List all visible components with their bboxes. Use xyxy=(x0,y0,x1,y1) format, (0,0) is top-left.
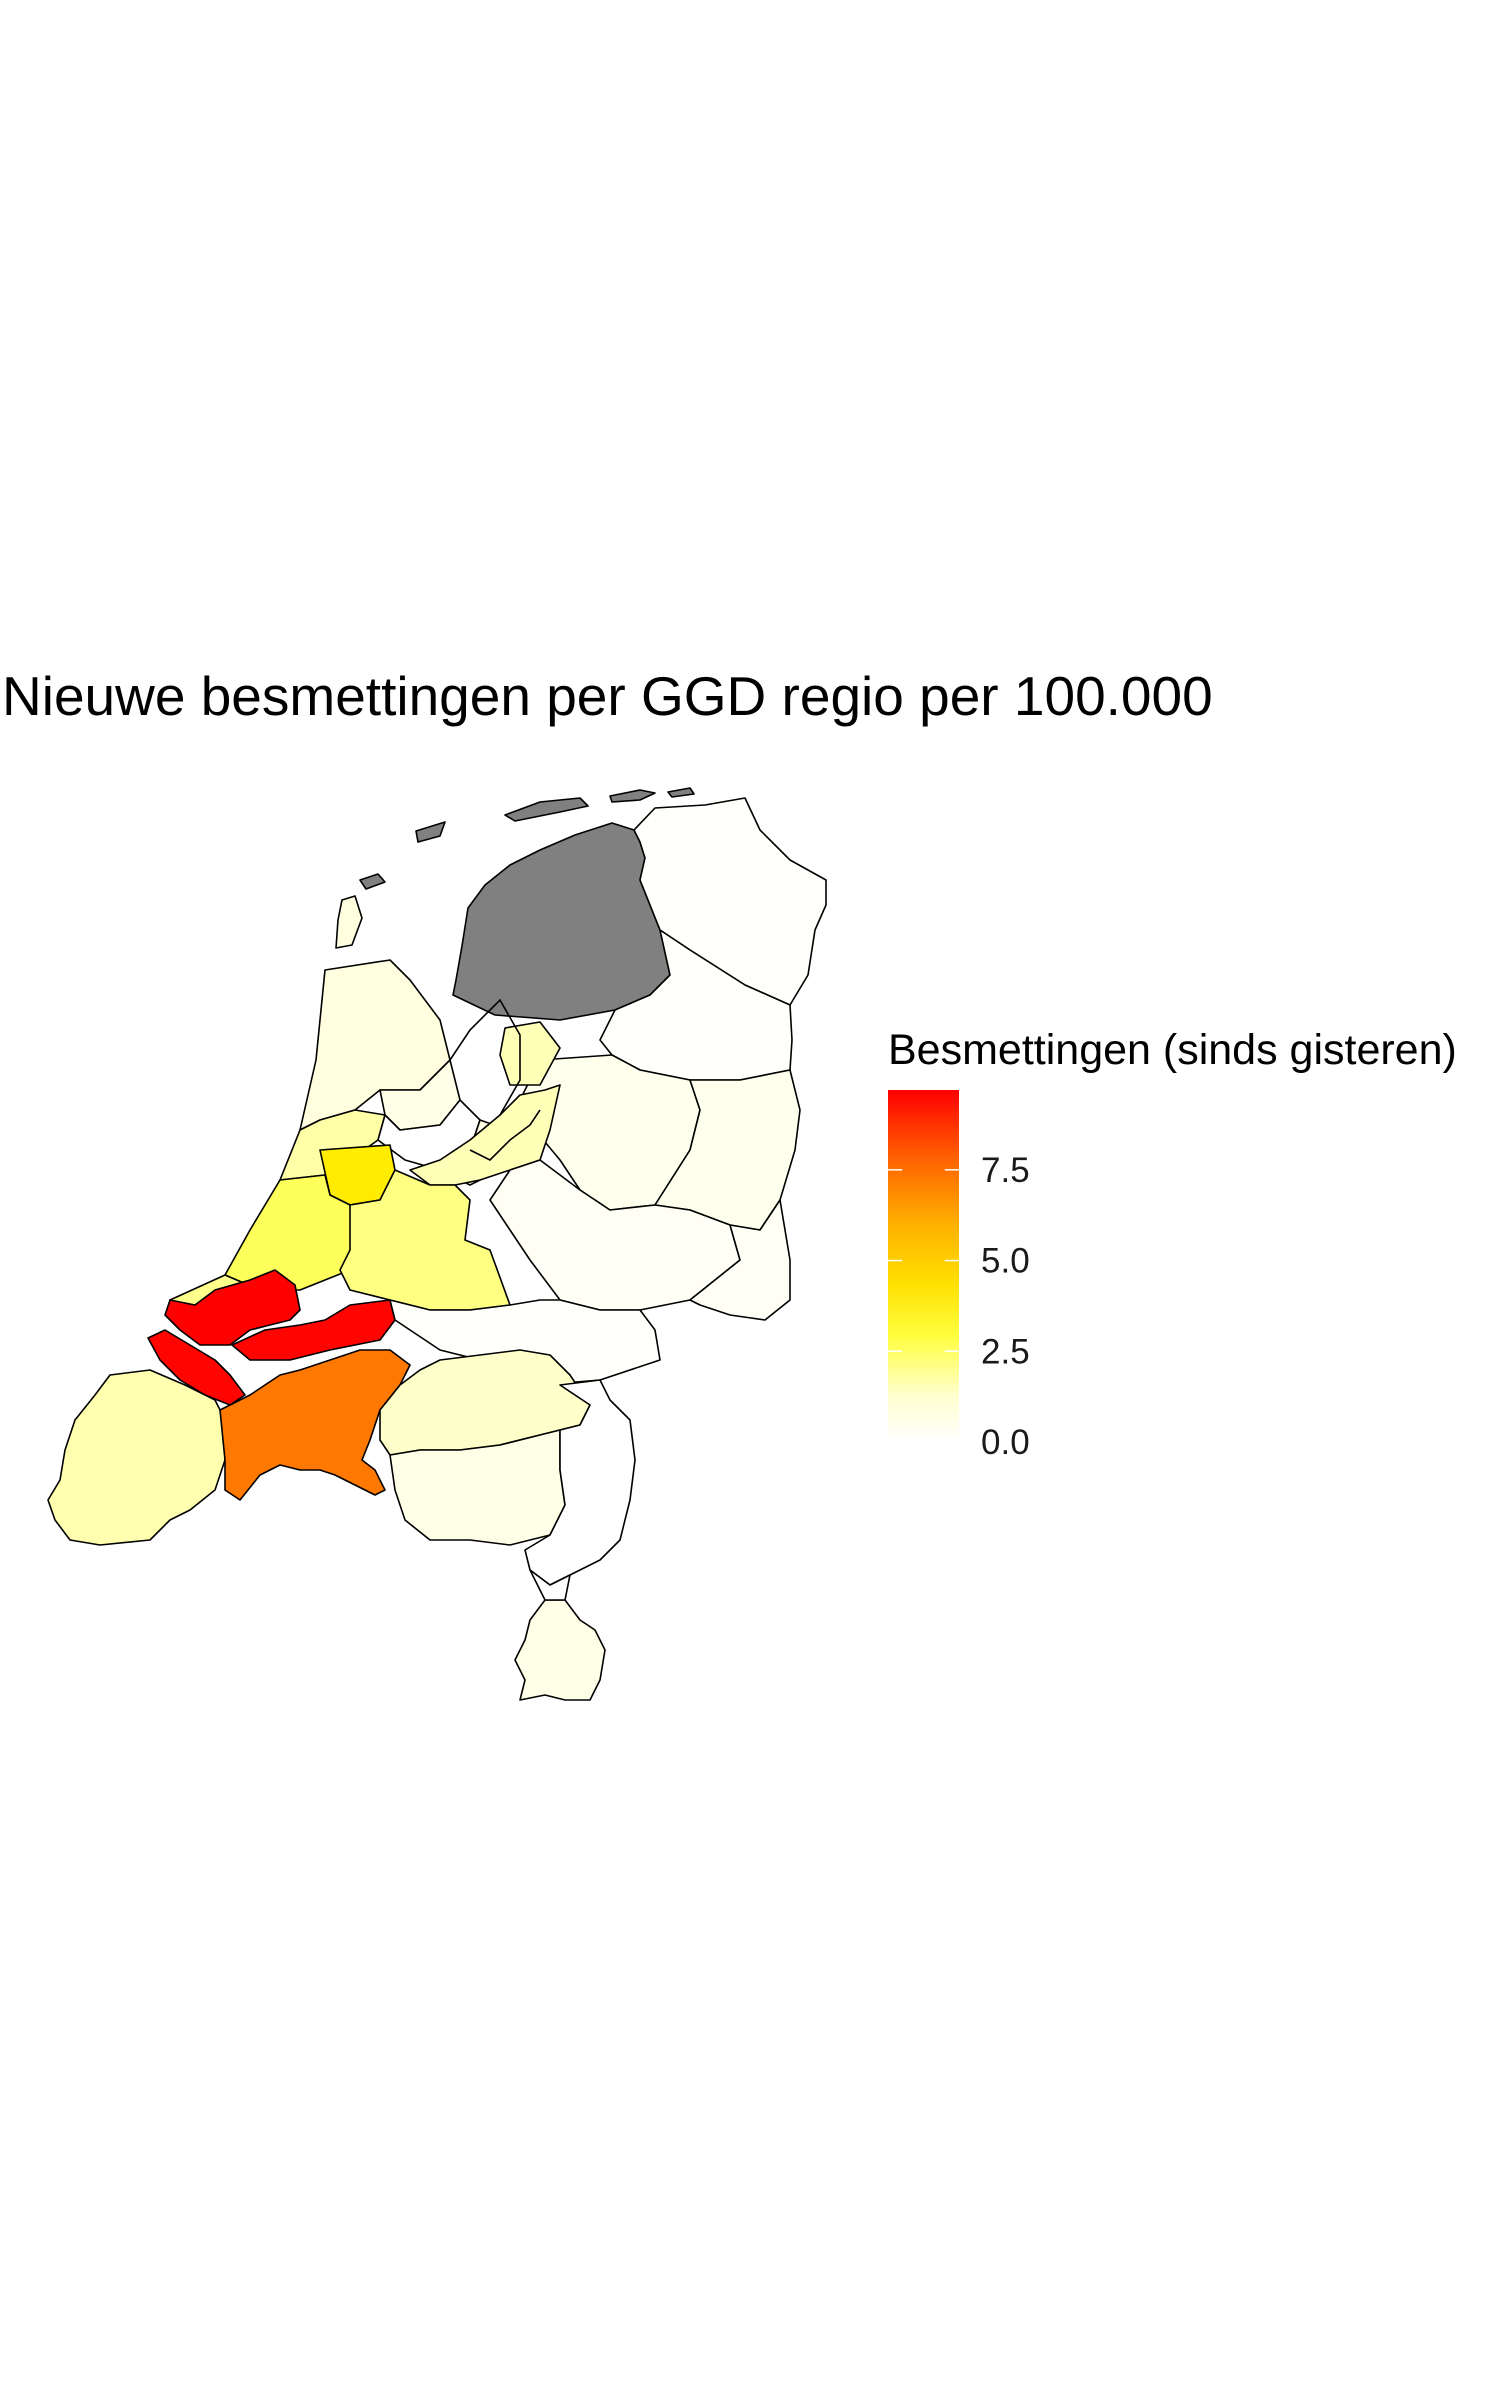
markermeer-coastline xyxy=(469,1109,541,1161)
ijsselmeer-coastline xyxy=(449,998,521,1116)
region-flevoland xyxy=(409,1084,561,1186)
region-gelderland-zuid xyxy=(389,1299,661,1386)
legend-ticks: 0.0 2.5 5.0 7.5 xyxy=(888,1151,1030,1462)
region-west-brabant xyxy=(219,1349,411,1501)
region-fryslan xyxy=(452,822,671,1021)
legend-tick-label: 2.5 xyxy=(981,1332,1030,1371)
region-wadden-texel xyxy=(335,895,363,949)
region-groningen xyxy=(633,797,827,1006)
map-title: Nieuwe besmettingen per GGD regio per 10… xyxy=(2,665,1213,727)
region-wadden-terschelling xyxy=(504,797,589,822)
region-zuid-limburg xyxy=(514,1599,606,1701)
region-wadden-vlieland xyxy=(415,821,446,843)
netherlands-map xyxy=(47,787,827,1701)
region-zeeland xyxy=(47,1369,231,1546)
legend-tick-label: 7.5 xyxy=(981,1151,1030,1190)
region-noord-oost-gelderland xyxy=(689,1199,791,1321)
legend-tick-label: 5.0 xyxy=(981,1242,1030,1281)
region-rotterdam-rijnmond xyxy=(164,1269,301,1346)
region-wadden-schiermonnikoog xyxy=(667,787,695,798)
region-wadden-ameland xyxy=(609,789,656,803)
legend-colorbar xyxy=(888,1090,959,1442)
legend-tick-label: 0.0 xyxy=(981,1423,1030,1462)
legend: Besmettingen (sinds gisteren) 0.0 2.5 5.0 7… xyxy=(888,1026,1457,1462)
region-zuid-holland-islands xyxy=(147,1329,246,1406)
region-limburg-neck xyxy=(529,1569,571,1601)
region-flevoland-north xyxy=(499,1021,561,1086)
legend-title: Besmettingen (sinds gisteren) xyxy=(888,1026,1457,1074)
region-utrecht xyxy=(339,1169,511,1311)
region-wadden-east xyxy=(359,873,386,890)
